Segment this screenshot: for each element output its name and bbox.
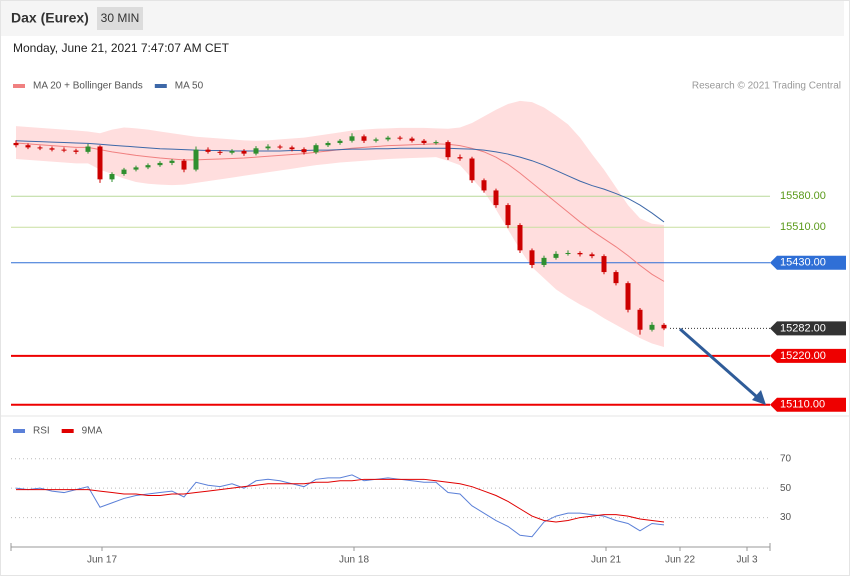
candle-body	[265, 146, 271, 149]
candle-body	[301, 149, 307, 153]
candle-body	[277, 146, 283, 148]
candle-body	[505, 205, 511, 226]
legend-label: 9MA	[82, 426, 103, 437]
candle-body	[205, 149, 211, 152]
interval-label[interactable]: 30 MIN	[101, 11, 140, 25]
candle-body	[37, 147, 43, 149]
candle-body	[517, 225, 523, 251]
line-series	[15, 474, 665, 538]
candle-body	[457, 157, 463, 159]
legend-swatch	[61, 429, 74, 433]
candle-body	[481, 180, 487, 191]
candle-body	[349, 136, 355, 141]
title: Dax (Eurex)	[11, 10, 89, 26]
candle-body	[337, 140, 343, 143]
y-tick-label: 70	[780, 453, 792, 464]
candle-body	[157, 162, 163, 166]
level-label: 15510.00	[780, 221, 826, 233]
candle-body	[109, 174, 115, 180]
level-box	[770, 255, 846, 270]
candle-body	[145, 165, 151, 168]
candle-body	[385, 137, 391, 140]
candle-body	[85, 146, 91, 152]
candle-body	[541, 257, 547, 265]
candle-body	[409, 138, 415, 141]
candle-body	[445, 142, 451, 158]
candle-body	[493, 190, 499, 206]
level-box	[770, 397, 846, 412]
legend-swatch	[13, 429, 25, 433]
candle-body	[325, 142, 331, 146]
candle-body	[97, 146, 103, 180]
x-tick-label: Jul 3	[736, 555, 758, 566]
level-label: 15430.00	[780, 257, 826, 269]
interval-button[interactable]	[97, 7, 143, 30]
legend-swatch	[13, 84, 25, 88]
legend-label: MA 20 + Bollinger Bands	[33, 81, 143, 92]
candle-body	[469, 158, 475, 181]
legend-label: RSI	[33, 426, 50, 437]
candle-body	[529, 250, 535, 265]
candle-body	[565, 252, 571, 254]
level-box	[770, 321, 846, 336]
candle-body	[253, 148, 259, 154]
candle-body	[241, 150, 247, 154]
x-tick-label: Jun 18	[339, 555, 369, 566]
candle-body	[613, 272, 619, 284]
y-tick-label: 50	[780, 483, 792, 494]
candle-body	[397, 137, 403, 139]
candle-body	[421, 140, 427, 143]
level-label: 15110.00	[780, 399, 825, 411]
legend-swatch	[154, 84, 167, 88]
candle-body	[649, 324, 655, 330]
candle-body	[193, 149, 199, 170]
candle-body	[13, 142, 19, 146]
candle-body	[169, 160, 175, 163]
level-label: 15282.00	[780, 322, 826, 334]
candle-body	[133, 167, 139, 170]
candle-body	[61, 149, 67, 151]
candle-body	[373, 139, 379, 141]
forecast-arrowhead	[752, 390, 766, 405]
moving-average	[15, 140, 665, 223]
level-label: 15220.00	[780, 350, 826, 362]
candle-body	[49, 148, 55, 150]
x-tick-label: Jun 17	[87, 555, 117, 566]
candle-body	[181, 160, 187, 170]
candle-body	[313, 145, 319, 153]
candle-body	[601, 256, 607, 273]
candle-body	[73, 150, 79, 152]
level-box	[770, 348, 846, 363]
candle-body	[553, 253, 559, 258]
bollinger-band	[16, 100, 664, 348]
candle-body	[217, 151, 223, 153]
x-tick-label: Jun 22	[665, 555, 695, 566]
candle-body	[25, 145, 31, 148]
candle-body	[625, 283, 631, 310]
candle-body	[637, 309, 643, 330]
candle-body	[589, 254, 595, 257]
legend-label: MA 50	[175, 81, 204, 92]
candle-body	[289, 147, 295, 150]
candle-body	[229, 150, 235, 153]
level-label: 15580.00	[780, 190, 826, 202]
y-tick-label: 30	[780, 512, 792, 523]
candle-body	[577, 252, 583, 255]
forecast-arrow	[679, 327, 758, 399]
line-series	[16, 478, 665, 523]
source: Research © 2021 Trading Central	[692, 81, 841, 92]
candle-body	[433, 142, 439, 144]
x-tick-label: Jun 21	[591, 555, 621, 566]
candle-body	[661, 324, 667, 329]
candle-body	[121, 169, 127, 175]
candle-body	[361, 136, 367, 141]
date: Monday, June 21, 2021 7:47:07 AM CET	[13, 41, 230, 55]
